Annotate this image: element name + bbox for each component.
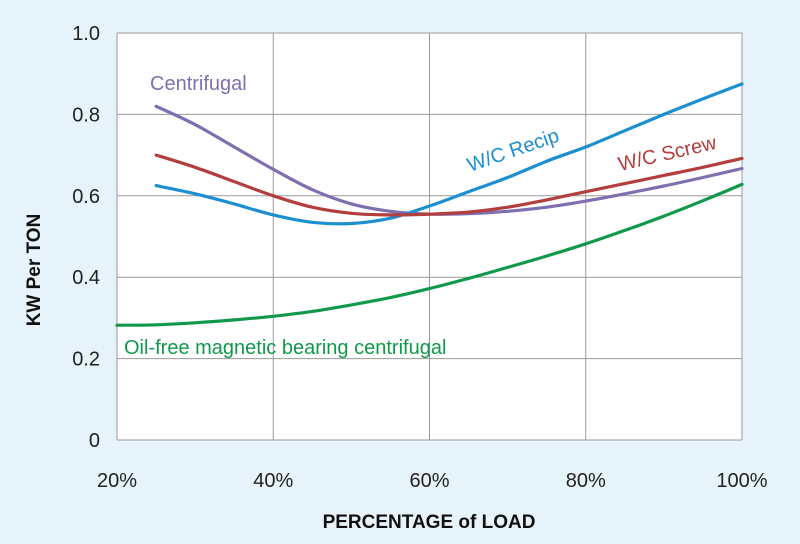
y-tick-label: 0.4 (72, 267, 100, 289)
x-tick-label: 40% (253, 470, 293, 492)
series-line-oil-free-magnetic-bearing-centrifugal (115, 182, 744, 327)
series-lines (115, 82, 744, 327)
x-tick-labels: 20% 40% 60% 80% 100% (97, 470, 768, 492)
series-line-w-c-recip (154, 82, 744, 226)
y-axis-title: KW Per TON (24, 214, 45, 327)
x-tick-label: 60% (409, 470, 449, 492)
series-label-centrifugal: Centrifugal (150, 73, 247, 95)
x-tick-label: 100% (716, 470, 767, 492)
y-tick-label: 0.6 (72, 186, 100, 208)
y-tick-label: 0 (89, 430, 100, 452)
y-tick-label: 0.2 (72, 349, 100, 371)
x-tick-label: 80% (566, 470, 606, 492)
x-axis-title: PERCENTAGE of LOAD (323, 512, 536, 533)
y-tick-label: 0.8 (72, 104, 100, 126)
gridlines (116, 32, 743, 441)
series-label-oil-free: Oil-free magnetic bearing centrifugal (124, 337, 446, 359)
y-tick-label: 1.0 (72, 23, 100, 45)
x-tick-label: 20% (97, 470, 137, 492)
series-line-w-c-screw (154, 153, 744, 217)
y-tick-labels: 0 0.2 0.4 0.6 0.8 1.0 (72, 23, 100, 452)
